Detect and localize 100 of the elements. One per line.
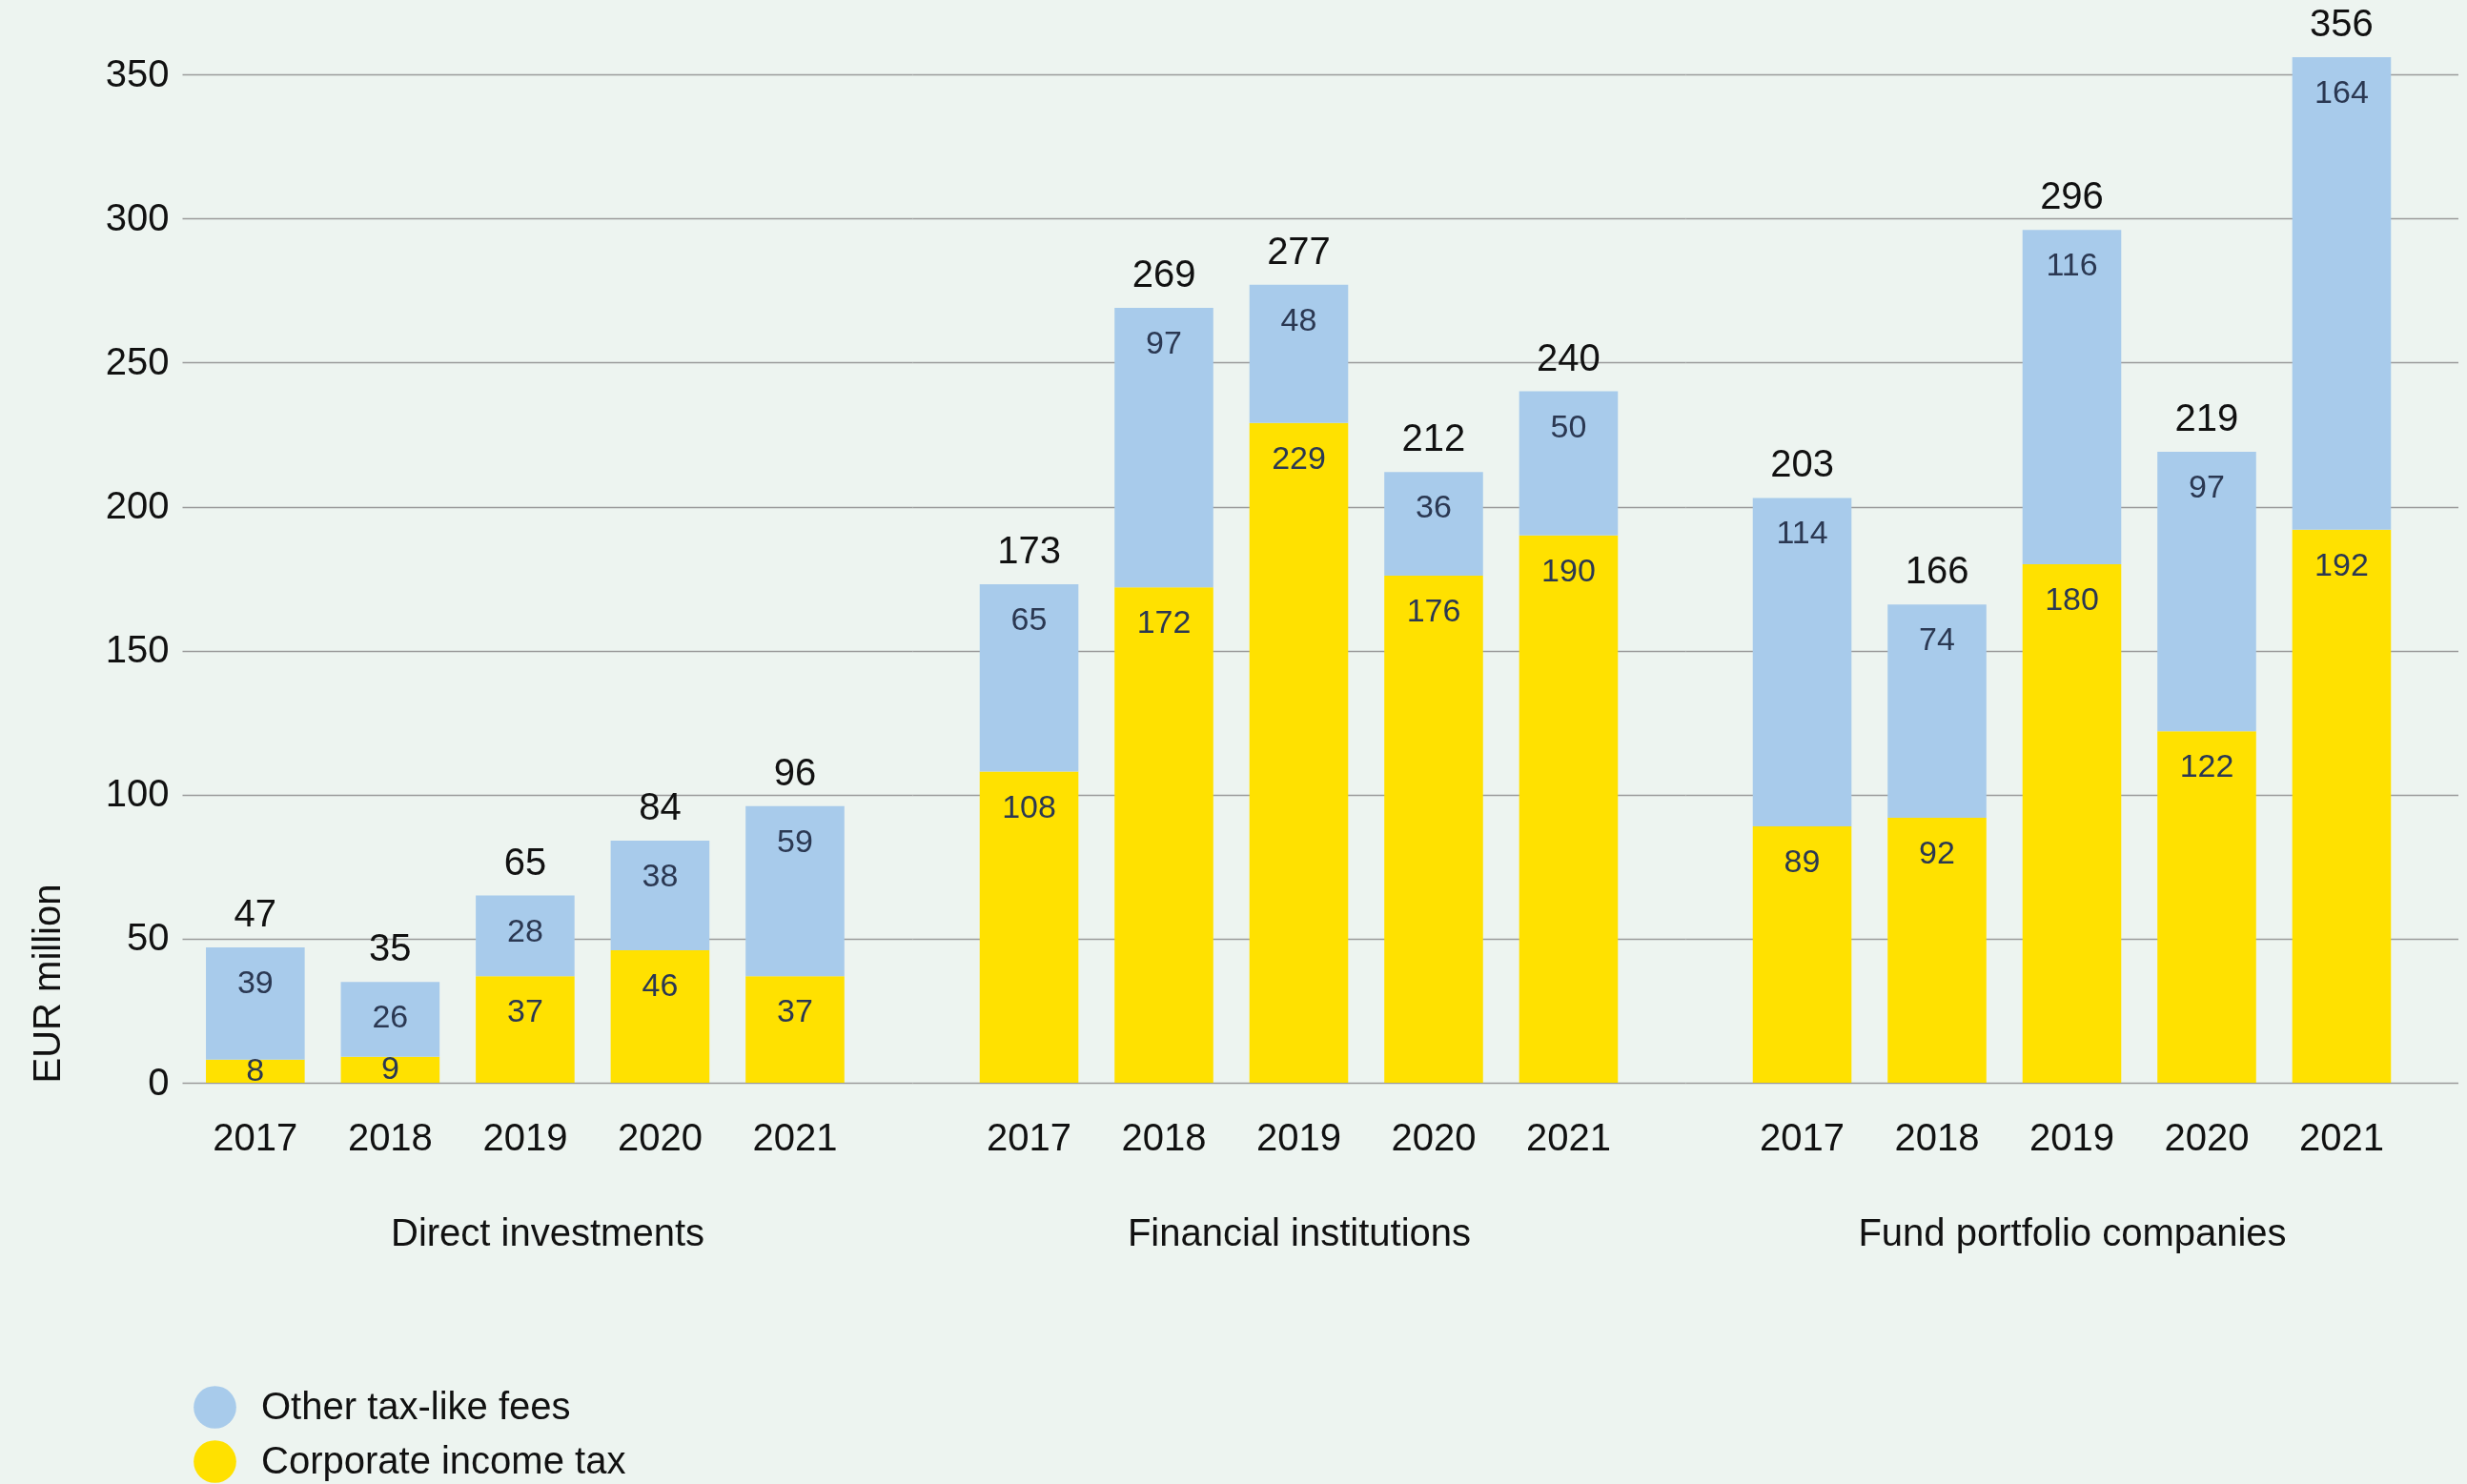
data-label: 28: [506, 911, 543, 948]
x-axis-title: Fund portfolio companies: [1858, 1210, 2287, 1253]
data-label: 172: [1136, 603, 1192, 640]
total-label: 203: [1770, 442, 1834, 485]
y-axis-title: EUR million: [25, 884, 68, 1084]
bar: [2292, 57, 2392, 530]
data-label: 97: [1146, 323, 1182, 360]
bar: [610, 949, 710, 1083]
x-tick-label: 2019: [2029, 1115, 2114, 1158]
data-label: 114: [1776, 514, 1828, 551]
total-label: 47: [234, 891, 277, 934]
bar: [979, 584, 1079, 772]
data-label: 9: [380, 1049, 399, 1087]
data-label: 26: [372, 998, 409, 1035]
bar: [1752, 498, 1852, 826]
y-tick-label: 50: [127, 916, 170, 959]
y-tick-label: 200: [105, 484, 170, 527]
data-label: 36: [1416, 488, 1452, 525]
total-label: 219: [2174, 396, 2239, 439]
data-label: 176: [1406, 592, 1461, 629]
bar: [1519, 535, 1619, 1083]
legend-label: Other tax-like fees: [261, 1384, 571, 1427]
x-tick-label: 2018: [347, 1115, 433, 1158]
total-label: 212: [1401, 417, 1466, 459]
bar: [2292, 529, 2392, 1083]
data-label: 108: [1002, 787, 1056, 824]
bar: [1887, 817, 1987, 1083]
bar: [1114, 587, 1213, 1083]
y-tick-label: 350: [105, 51, 170, 94]
data-label: 38: [642, 857, 679, 894]
bar: [1887, 604, 1987, 818]
bar: [1519, 391, 1619, 536]
x-tick-label: 2020: [1391, 1115, 1477, 1158]
bar: [2022, 563, 2122, 1083]
data-label: 8: [246, 1050, 265, 1088]
x-tick-label: 2021: [1525, 1115, 1611, 1158]
total-label: 173: [997, 529, 1061, 572]
x-tick-label: 2021: [2298, 1115, 2384, 1158]
data-label: 97: [2189, 468, 2225, 505]
data-label: 50: [1550, 407, 1587, 444]
data-label: 65: [1010, 600, 1048, 638]
x-tick-label: 2018: [1121, 1115, 1207, 1158]
x-tick-label: 2017: [213, 1115, 298, 1158]
total-label: 35: [369, 926, 412, 969]
bar: [1752, 826, 1852, 1083]
legend-label: Corporate income tax: [261, 1438, 626, 1481]
bar: [476, 976, 575, 1083]
total-label: 240: [1537, 335, 1600, 378]
bar: [610, 841, 710, 950]
bar: [2157, 452, 2256, 732]
total-label: 166: [1905, 549, 1969, 592]
total-label: 277: [1267, 229, 1331, 272]
data-label: 122: [2179, 747, 2234, 784]
x-tick-label: 2019: [482, 1115, 568, 1158]
x-tick-label: 2017: [1760, 1115, 1845, 1158]
data-label: 180: [2045, 579, 2099, 617]
data-label: 116: [2046, 246, 2098, 283]
bar: [745, 976, 845, 1083]
y-tick-label: 150: [105, 628, 170, 671]
bar: [1384, 576, 1483, 1083]
total-label: 65: [503, 840, 547, 883]
total-label: 96: [773, 750, 817, 793]
data-label: 48: [1280, 300, 1317, 337]
data-label: 39: [236, 963, 274, 1000]
y-tick-label: 250: [105, 339, 170, 382]
x-tick-label: 2017: [987, 1115, 1072, 1158]
data-label: 37: [777, 992, 813, 1029]
y-tick-label: 300: [105, 195, 170, 238]
data-label: 74: [1919, 620, 1955, 658]
x-tick-label: 2020: [617, 1115, 703, 1158]
x-tick-label: 2018: [1894, 1115, 1980, 1158]
bar: [2022, 230, 2122, 564]
bar: [2157, 731, 2256, 1083]
bar: [206, 946, 305, 1060]
data-label: 229: [1272, 438, 1326, 476]
data-label: 46: [642, 966, 679, 1003]
data-label: 164: [2314, 73, 2369, 110]
data-label: 92: [1919, 833, 1955, 870]
x-tick-label: 2021: [752, 1115, 838, 1158]
data-label: 89: [1784, 843, 1821, 879]
bar: [1249, 422, 1349, 1083]
x-tick-label: 2019: [1256, 1115, 1341, 1158]
bar: [206, 1059, 305, 1083]
bar: [745, 805, 845, 977]
bar: [340, 1056, 440, 1083]
bar: [1249, 284, 1349, 423]
x-axis-title: Direct investments: [391, 1210, 704, 1253]
bar: [979, 771, 1079, 1083]
data-label: 190: [1541, 551, 1596, 588]
data-label: 59: [777, 822, 813, 859]
bar: [340, 982, 440, 1057]
total-label: 356: [2310, 2, 2374, 44]
total-label: 84: [639, 785, 682, 828]
data-label: 192: [2314, 545, 2369, 582]
y-tick-label: 0: [148, 1060, 170, 1103]
total-label: 269: [1132, 252, 1196, 295]
bar: [1114, 307, 1213, 588]
bar: [1384, 472, 1483, 577]
total-label: 296: [2040, 174, 2104, 217]
bar: [476, 895, 575, 977]
